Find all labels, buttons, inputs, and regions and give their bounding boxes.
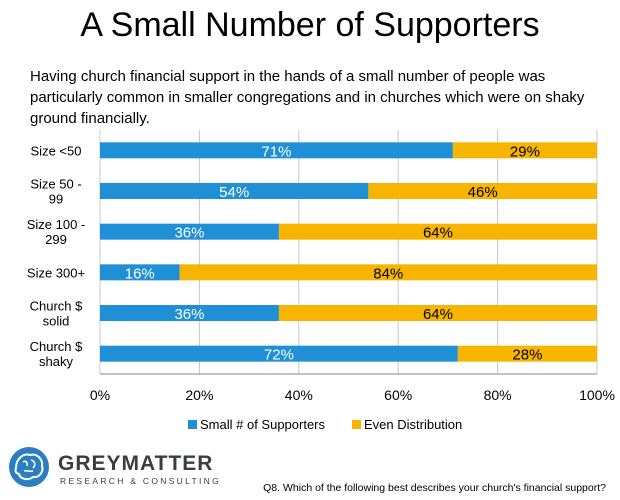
category-label: Size 300+ [27,265,85,280]
category-label: Church $ shaky [30,339,84,369]
data-label: 72% [264,347,294,364]
logo-name: GREYMATTER [58,452,214,475]
bar-segment [100,264,180,281]
legend-label: Small # of Supporters [200,417,326,432]
x-tick-label: 100% [579,387,615,403]
greymatter-logo: GREYMATTER RESEARCH & CONSULTING [6,444,286,492]
x-tick-label: 60% [384,387,412,403]
data-label: 64% [423,306,453,323]
stacked-bar-chart: 71% 29% Size <50 54% 46% Size 50 -99 36% 64% Siz… [27,130,615,432]
category-label: Church $ solid [30,299,84,329]
x-tick-label: 40% [285,387,313,403]
bar-segment [368,183,597,199]
bar-segment [179,264,597,281]
bar-segment [100,183,369,199]
chart-title: A Small Number of Supporters [80,6,540,44]
data-label: 64% [423,225,453,242]
category-label: Size <50 [31,143,82,158]
brain-icon [9,447,49,487]
category-label: Size 50 -99 [30,177,81,207]
x-tick-label: 20% [185,387,213,403]
legend-label: Even Distribution [364,417,462,432]
logo-subtitle: RESEARCH & CONSULTING [60,476,222,486]
bar-segment [100,223,279,240]
bar-segment [278,223,597,240]
chart-subtitle: Having church financial support in the h… [30,68,585,127]
bar-segment [100,345,458,362]
data-label: 54% [219,184,249,201]
legend-swatch [188,420,197,429]
question-footnote: Q8. Which of the following best describe… [263,482,606,494]
data-label: 84% [373,265,403,282]
data-label: 28% [512,347,542,364]
data-label: 36% [174,225,204,242]
data-label: 16% [125,265,155,282]
data-label: 29% [510,143,540,160]
x-tick-label: 0% [90,387,110,403]
bar-segment [278,305,597,321]
x-tick-label: 80% [484,387,512,403]
data-label: 46% [468,184,498,201]
category-label: Size 100 -299 [27,217,86,247]
data-label: 36% [174,306,204,323]
bar-segment [452,142,597,159]
data-label: 71% [261,143,291,160]
bar-segment [457,345,597,362]
bar-segment [100,142,453,159]
legend-swatch [352,420,361,429]
bar-segment [100,305,279,321]
